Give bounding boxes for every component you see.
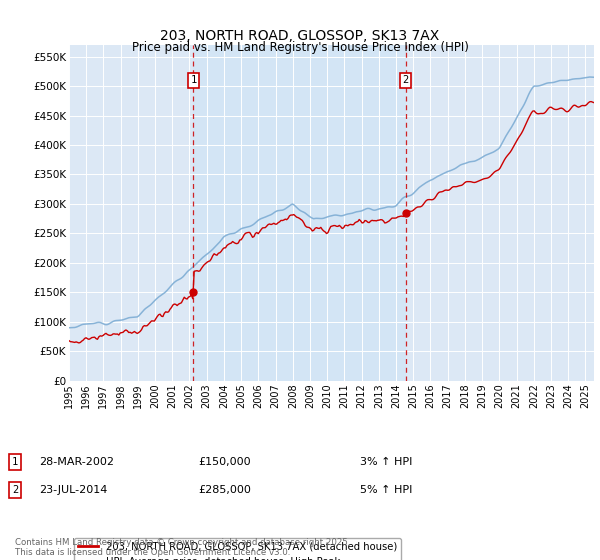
Text: Price paid vs. HM Land Registry's House Price Index (HPI): Price paid vs. HM Land Registry's House … bbox=[131, 41, 469, 54]
Legend: 203, NORTH ROAD, GLOSSOP, SK13 7AX (detached house), HPI: Average price, detache: 203, NORTH ROAD, GLOSSOP, SK13 7AX (deta… bbox=[74, 538, 401, 560]
Text: 203, NORTH ROAD, GLOSSOP, SK13 7AX: 203, NORTH ROAD, GLOSSOP, SK13 7AX bbox=[160, 29, 440, 44]
Text: £150,000: £150,000 bbox=[198, 457, 251, 467]
Text: 23-JUL-2014: 23-JUL-2014 bbox=[39, 485, 107, 495]
Text: 2: 2 bbox=[403, 75, 409, 85]
Text: 28-MAR-2002: 28-MAR-2002 bbox=[39, 457, 114, 467]
Text: 1: 1 bbox=[12, 457, 18, 467]
Text: £285,000: £285,000 bbox=[198, 485, 251, 495]
Text: 1: 1 bbox=[190, 75, 197, 85]
Bar bbox=[193, 45, 406, 381]
Text: Contains HM Land Registry data © Crown copyright and database right 2025.
This d: Contains HM Land Registry data © Crown c… bbox=[15, 538, 350, 557]
Text: 5% ↑ HPI: 5% ↑ HPI bbox=[360, 485, 412, 495]
Text: 2: 2 bbox=[12, 485, 18, 495]
Text: 3% ↑ HPI: 3% ↑ HPI bbox=[360, 457, 412, 467]
